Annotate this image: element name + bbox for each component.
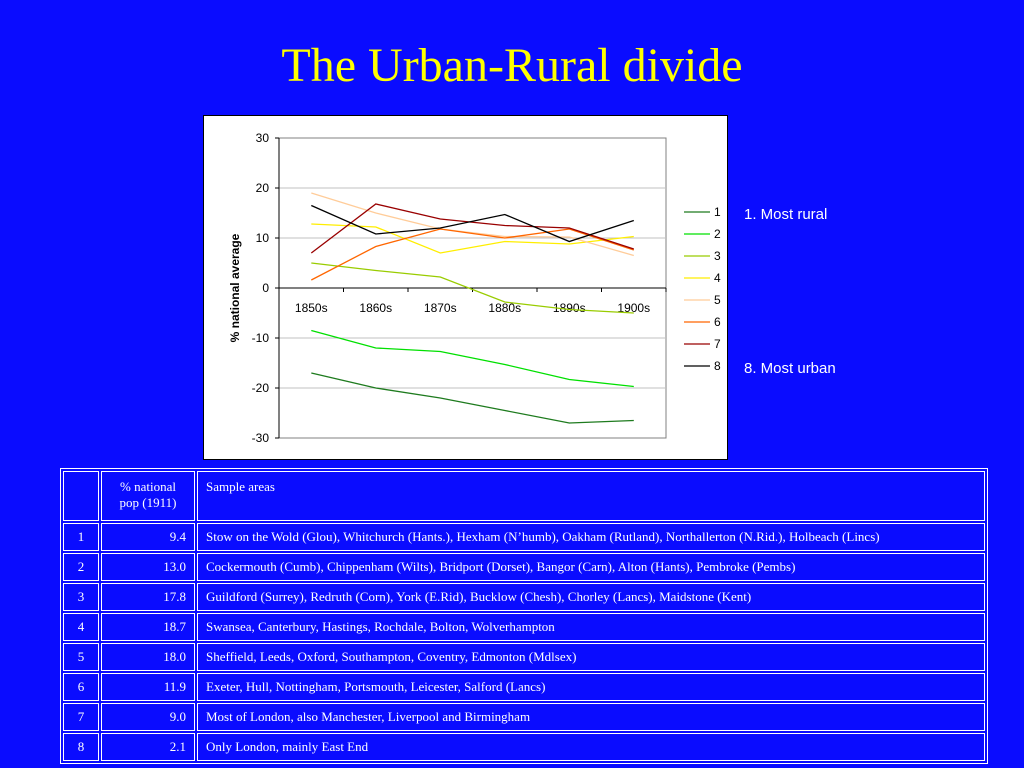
row-num: 5: [63, 643, 99, 671]
legend-label-3: 3: [714, 249, 721, 263]
series-line-5: [311, 192, 634, 257]
y-tick-label: -20: [252, 381, 270, 395]
row-areas: Exeter, Hull, Nottingham, Portsmouth, Le…: [197, 673, 985, 701]
x-tick-label: 1850s: [295, 301, 328, 315]
chart-svg: -30 -20 -10 0 10 20 30 1850s 1860s 1870s 1880s 1890…: [228, 131, 721, 445]
line-chart: -30 -20 -10 0 10 20 30 1850s 1860s 1870s 1880s 1890…: [203, 115, 728, 460]
row-pop: 18.7: [101, 613, 195, 641]
series-line-1: [311, 372, 634, 424]
table-row: 6 11.9 Exeter, Hull, Nottingham, Portsmout…: [63, 673, 985, 701]
series-line-8: [311, 204, 635, 243]
x-tick-label: 1890s: [553, 301, 586, 315]
table-row: 5 18.0 Sheffield, Leeds, Oxford, Southampt…: [63, 643, 985, 671]
series-line-4: [311, 223, 634, 254]
sample-areas-table: % national pop (1911) Sample areas 1 9.4 S…: [60, 468, 988, 764]
row-pop: 9.4: [101, 523, 195, 551]
x-tick-label: 1880s: [488, 301, 521, 315]
row-pop: 13.0: [101, 553, 195, 581]
row-num: 1: [63, 523, 99, 551]
page-title: The Urban-Rural divide: [281, 39, 743, 92]
row-num: 6: [63, 673, 99, 701]
y-tick-label: -30: [252, 431, 270, 445]
table-row: 2 13.0 Cockermouth (Cumb), Chippenham (Wil…: [63, 553, 985, 581]
legend-label-1: 1: [714, 205, 721, 219]
row-pop: 2.1: [101, 733, 195, 761]
table-row: 1 9.4 Stow on the Wold (Glou), Whitchurch …: [63, 523, 985, 551]
most-urban-note: 8. Most urban: [744, 360, 836, 377]
row-areas: Stow on the Wold (Glou), Whitchurch (Han…: [197, 523, 985, 551]
row-areas: Guildford (Surrey), Redruth (Corn), York…: [197, 583, 985, 611]
table-header-row: % national pop (1911) Sample areas: [63, 471, 985, 521]
row-pop: 17.8: [101, 583, 195, 611]
row-pop: 11.9: [101, 673, 195, 701]
series-line-3: [311, 262, 634, 314]
most-rural-note: 1. Most rural: [744, 206, 828, 223]
table-row: 4 18.7 Swansea, Canterbury, Hastings, Roch…: [63, 613, 985, 641]
row-areas: Most of London, also Manchester, Liverpo…: [197, 703, 985, 731]
legend-label-8: 8: [714, 359, 721, 373]
legend-label-7: 7: [714, 337, 721, 351]
x-tick-label: 1860s: [359, 301, 392, 315]
legend-label-4: 4: [714, 271, 721, 285]
row-pop: 9.0: [101, 703, 195, 731]
header-areas: Sample areas: [197, 471, 985, 521]
y-tick-label: 0: [262, 281, 269, 295]
row-num: 4: [63, 613, 99, 641]
table-row: 7 9.0 Most of London, also Manchester, Liv…: [63, 703, 985, 731]
x-tick-label: 1900s: [617, 301, 650, 315]
y-tick-label: 20: [256, 181, 270, 195]
row-num: 2: [63, 553, 99, 581]
row-num: 3: [63, 583, 99, 611]
header-num: [63, 471, 99, 521]
y-tick-label: 10: [256, 231, 270, 245]
row-areas: Sheffield, Leeds, Oxford, Southampton, C…: [197, 643, 985, 671]
table-row: 8 2.1 Only London, mainly East End: [63, 733, 985, 761]
row-pop: 18.0: [101, 643, 195, 671]
y-axis-label: % national average: [228, 233, 242, 342]
series-line-6: [311, 228, 635, 281]
row-num: 7: [63, 703, 99, 731]
series-line-7: [310, 203, 635, 254]
header-pop: % national pop (1911): [101, 471, 195, 521]
legend-label-5: 5: [714, 293, 721, 307]
y-tick-label: 30: [256, 131, 270, 145]
legend-label-6: 6: [714, 315, 721, 329]
x-tick-label: 1870s: [424, 301, 457, 315]
row-areas: Only London, mainly East End: [197, 733, 985, 761]
legend-label-2: 2: [714, 227, 721, 241]
row-areas: Cockermouth (Cumb), Chippenham (Wilts), …: [197, 553, 985, 581]
row-num: 8: [63, 733, 99, 761]
series-line-2: [311, 329, 634, 388]
y-tick-label: -10: [252, 331, 270, 345]
row-areas: Swansea, Canterbury, Hastings, Rochdale,…: [197, 613, 985, 641]
table-row: 3 17.8 Guildford (Surrey), Redruth (Corn),…: [63, 583, 985, 611]
